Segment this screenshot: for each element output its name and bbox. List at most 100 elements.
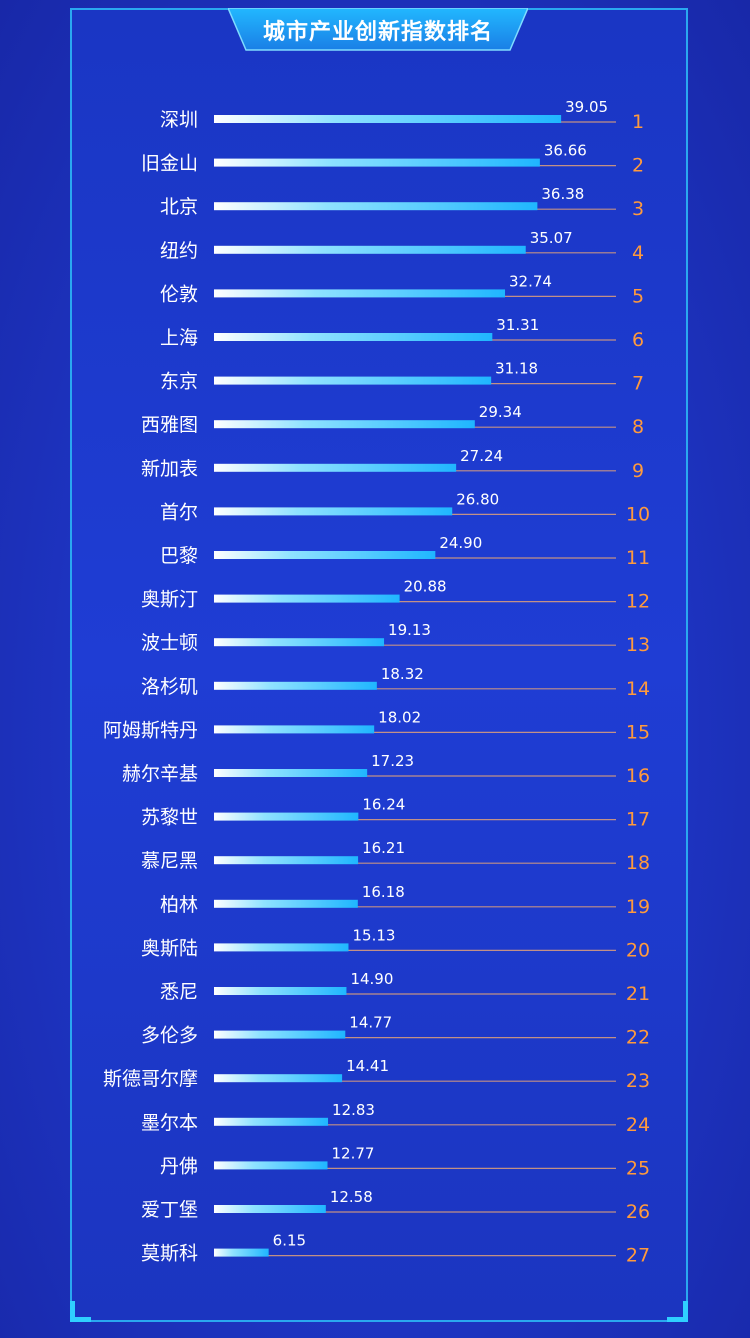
bar [214, 1117, 329, 1126]
value-label: 24.90 [439, 534, 482, 552]
value-label: 27.24 [460, 447, 503, 465]
rank-label: 8 [632, 416, 644, 438]
category-label: 首尔 [160, 501, 198, 523]
value-label: 18.32 [381, 665, 424, 683]
category-label: 多伦多 [141, 1025, 198, 1047]
bar [214, 987, 347, 995]
rank-label: 6 [632, 329, 644, 351]
rank-label: 10 [626, 503, 650, 525]
bar [214, 158, 540, 167]
rank-label: 20 [626, 939, 650, 961]
value-label: 16.21 [362, 839, 405, 857]
rank-label: 24 [626, 1114, 650, 1136]
chart-title: 城市产业创新指数排名 [262, 20, 493, 45]
title-banner-shape [228, 8, 528, 51]
value-label: 14.90 [350, 970, 393, 988]
category-label: 悉尼 [160, 981, 198, 1003]
rank-label: 12 [626, 591, 650, 613]
rank-label: 19 [626, 896, 650, 918]
value-label: 20.88 [404, 578, 447, 596]
rank-label: 7 [632, 373, 644, 395]
category-label: 奥斯陆 [141, 937, 198, 959]
category-label: 波士顿 [141, 632, 198, 654]
rank-label: 22 [626, 1027, 650, 1049]
bar [214, 1161, 328, 1170]
bar [214, 681, 377, 690]
bar [214, 420, 475, 429]
frame-corner-bottom-left [70, 1301, 91, 1322]
bar [214, 856, 359, 865]
value-label: 12.83 [332, 1101, 375, 1119]
value-label: 26.80 [456, 490, 499, 508]
bar [214, 812, 359, 821]
value-label: 14.77 [349, 1014, 392, 1032]
value-label: 31.18 [495, 360, 538, 378]
rank-label: 3 [632, 198, 644, 220]
value-label: 12.58 [330, 1188, 373, 1206]
title-banner: 城市产业创新指数排名 [228, 8, 528, 54]
category-label: 阿姆斯特丹 [103, 719, 198, 741]
bar [214, 507, 453, 516]
bar [214, 289, 506, 298]
bar [214, 1030, 346, 1039]
value-label: 16.24 [362, 796, 405, 814]
bar [214, 899, 358, 908]
rank-label: 14 [626, 678, 650, 700]
rank-label: 21 [626, 983, 650, 1005]
category-label: 墨尔本 [141, 1112, 198, 1134]
category-label: 北京 [160, 196, 198, 218]
bar [214, 115, 562, 123]
value-label: 15.13 [352, 926, 395, 944]
category-label: 西雅图 [141, 414, 198, 436]
value-label: 36.38 [541, 185, 584, 203]
rank-label: 15 [626, 721, 650, 743]
rank-label: 9 [632, 460, 644, 482]
bar [214, 1248, 269, 1257]
bar [214, 638, 385, 647]
rank-label: 26 [626, 1201, 650, 1223]
rank-label: 4 [632, 242, 644, 264]
rank-label: 11 [626, 547, 650, 569]
bar [214, 943, 349, 952]
bar [214, 594, 400, 603]
rank-label: 5 [632, 285, 644, 307]
chart-frame [70, 8, 688, 1322]
bar [214, 725, 375, 734]
category-label: 爱丁堡 [141, 1199, 198, 1221]
value-label: 17.23 [371, 752, 414, 770]
bar [214, 463, 457, 472]
category-label: 纽约 [160, 240, 198, 262]
value-label: 36.66 [544, 142, 587, 160]
bar [214, 333, 493, 341]
rank-label: 2 [632, 155, 644, 177]
frame-corner-bottom-right [667, 1301, 688, 1322]
value-label: 31.31 [496, 316, 539, 334]
rank-label: 1 [632, 111, 644, 133]
category-label: 东京 [160, 371, 198, 393]
value-label: 29.34 [479, 403, 522, 421]
category-label: 新加表 [141, 458, 198, 480]
category-label: 伦敦 [160, 283, 198, 305]
category-label: 深圳 [160, 109, 198, 131]
value-label: 32.74 [509, 272, 552, 290]
category-label: 苏黎世 [141, 807, 198, 829]
category-label: 斯德哥尔摩 [103, 1068, 198, 1090]
category-label: 旧金山 [141, 153, 198, 175]
category-label: 奥斯汀 [141, 589, 198, 611]
rank-label: 16 [626, 765, 650, 787]
bar [214, 1205, 326, 1213]
category-label: 柏林 [160, 894, 198, 916]
value-label: 6.15 [273, 1232, 306, 1250]
value-label: 12.77 [332, 1144, 375, 1162]
bar [214, 202, 538, 211]
value-label: 19.13 [388, 621, 431, 639]
category-label: 慕尼黑 [141, 850, 198, 872]
bar [214, 551, 436, 559]
rank-label: 18 [626, 852, 650, 874]
rank-label: 13 [626, 634, 650, 656]
value-label: 14.41 [346, 1057, 389, 1075]
value-label: 16.18 [362, 883, 405, 901]
bar [214, 769, 368, 777]
category-label: 巴黎 [160, 545, 198, 567]
